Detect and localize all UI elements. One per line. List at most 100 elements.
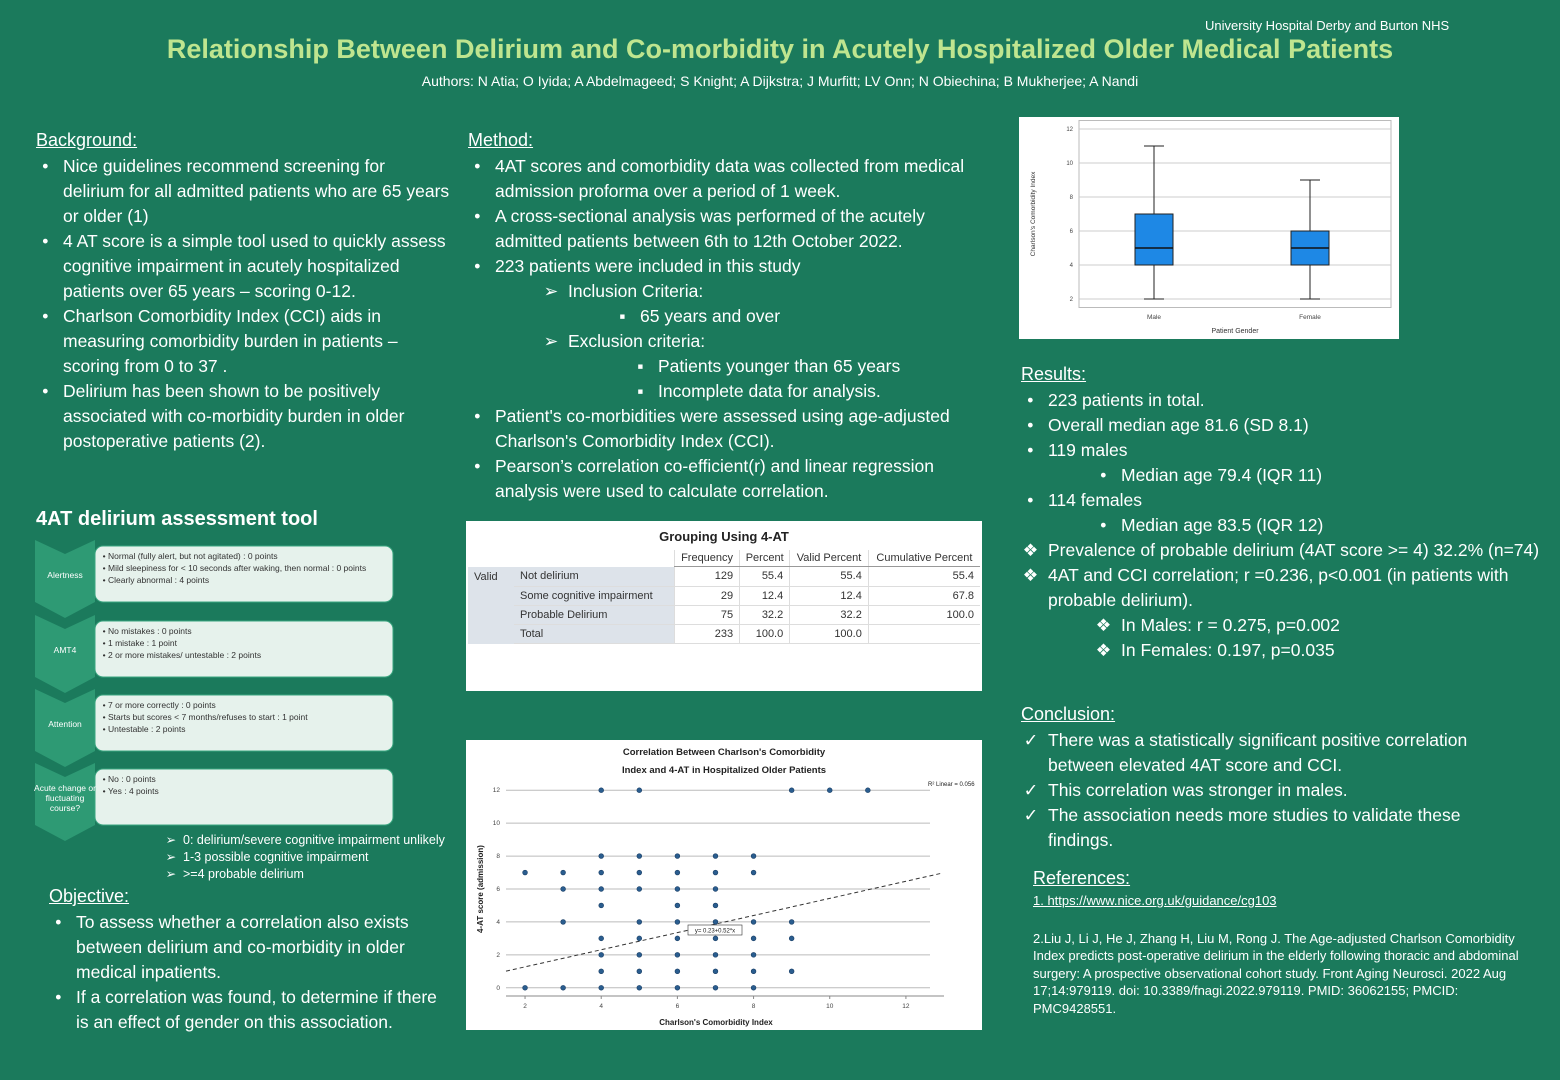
y-tick-label: 10 xyxy=(493,820,501,827)
step-box xyxy=(94,545,394,603)
y-tick-label: 2 xyxy=(496,952,500,959)
step-box xyxy=(94,768,394,826)
table-cell: 129 xyxy=(673,566,740,587)
table-col-header: Cumulative Percent xyxy=(867,550,980,567)
list-item: To assess whether a correlation also exi… xyxy=(76,910,454,985)
list: There was a statistically significant po… xyxy=(1021,728,1521,853)
title: Relationship Between Delirium and Co-mor… xyxy=(166,34,1394,64)
step-label-box: Attention xyxy=(48,719,82,729)
point xyxy=(598,869,604,876)
table-cell: 67.8 xyxy=(867,586,980,606)
table-panel: Grouping Using 4-AT Frequency Percent Valid… xyxy=(466,521,982,691)
x-tick-label: 2 xyxy=(523,1003,527,1010)
list-item: Normal (fully alert, but not agitated) :… xyxy=(108,550,390,562)
point xyxy=(598,952,604,958)
table-cell: 100.0 xyxy=(867,605,980,625)
result-item: 223 patients in total. xyxy=(1048,388,1541,413)
point xyxy=(788,919,795,925)
table-cell: Not delirium xyxy=(514,566,675,587)
point xyxy=(598,968,604,975)
x-tick-label: 6 xyxy=(676,1003,680,1010)
list-item: Charlson Comorbidity Index (CCI) aids in… xyxy=(63,304,451,379)
list-item: 4AT scores and comorbidity data was coll… xyxy=(495,154,978,204)
list-item: 0: delirium/severe cognitive impairment … xyxy=(183,832,445,849)
point xyxy=(560,869,566,876)
point xyxy=(598,787,604,793)
point xyxy=(712,968,719,975)
point xyxy=(750,853,757,859)
y-axis-label: Charlson's Comorbidity Index xyxy=(1030,171,1037,256)
table-cell: 12.4 xyxy=(789,586,869,606)
table-group: Valid xyxy=(468,566,514,587)
table-group xyxy=(468,605,514,625)
list-item: If a correlation was found, to determine… xyxy=(76,985,454,1035)
criteria-label: Inclusion Criteria: xyxy=(568,279,978,304)
reference: 2.Liu J, Li J, He J, Zhang H, Liu M, Ron… xyxy=(1033,930,1519,1016)
list: In Males: r = 0.275, p=0.002In Females: … xyxy=(1021,613,1541,663)
references-section: References: 1. https://www.nice.org.uk/gu… xyxy=(1033,866,1528,1017)
chart-title: Correlation Between Charlson's Comorbidi… xyxy=(623,747,826,758)
section-heading: Method: xyxy=(468,130,534,150)
point xyxy=(674,886,681,892)
conclusion-section: Conclusion: There was a statistically sig… xyxy=(1021,702,1521,853)
table-cell: 32.2 xyxy=(739,605,790,625)
point xyxy=(750,919,757,925)
point xyxy=(636,853,643,859)
point xyxy=(712,935,719,942)
x-tick-label: Male xyxy=(1147,314,1161,321)
step-label: AMT4 xyxy=(53,645,77,655)
point xyxy=(522,985,528,991)
chevron xyxy=(35,689,95,767)
y-tick-label: 0 xyxy=(496,985,500,992)
box-chart: 2 4 6 8 10 12 Charlson's Comorbidity Index Pati… xyxy=(1019,117,1399,339)
list-item: Mild sleepiness for < 10 seconds after w… xyxy=(108,562,390,574)
list: 4AT and CCI correlation; r =0.236, p<0.0… xyxy=(1021,563,1541,613)
list-item: Untestable : 2 points xyxy=(108,723,390,735)
point xyxy=(827,787,833,793)
table-cell: 55.4 xyxy=(739,566,790,587)
step-items-box: No : 0 pointsYes : 4 points xyxy=(98,773,390,823)
list: Median age 79.4 (IQR 11) xyxy=(1021,463,1541,488)
y-axis-label: 4-AT score (admission) xyxy=(476,845,485,933)
step-label-box: Acute change or fluctuating course? xyxy=(34,783,96,813)
step-label: Attention xyxy=(48,719,82,729)
point xyxy=(674,919,681,925)
list: 4AT scores and comorbidity data was coll… xyxy=(468,154,978,279)
point xyxy=(636,886,643,892)
list-item: Yes : 4 points xyxy=(108,785,390,797)
step-items-box: No mistakes : 0 points1 mistake : 1 poin… xyxy=(98,625,390,675)
point xyxy=(636,787,643,793)
list: Patient's co-morbidities were assessed u… xyxy=(468,404,978,504)
table-cell xyxy=(514,550,675,567)
point xyxy=(674,985,681,991)
point xyxy=(598,935,604,942)
point xyxy=(674,968,681,975)
point xyxy=(712,902,719,909)
section-heading: Conclusion: xyxy=(1021,704,1116,724)
list-item: 2 or more mistakes/ untestable : 2 point… xyxy=(108,649,390,661)
point xyxy=(712,985,719,991)
point xyxy=(598,985,604,991)
table-cell: 75 xyxy=(673,605,740,625)
scatter-chart: Correlation Between Charlson's Comorbidi… xyxy=(466,740,982,1030)
list: Median age 83.5 (IQR 12) xyxy=(1021,513,1541,538)
chevron xyxy=(35,615,95,693)
tool-scoring: 0: delirium/severe cognitive impairment … xyxy=(158,832,445,883)
section-heading: Background: xyxy=(36,130,138,150)
table-group xyxy=(468,624,514,644)
list-item: No mistakes : 0 points xyxy=(108,625,390,637)
table-header: Frequency Percent Valid Percent Cumulative … xyxy=(468,550,980,567)
point xyxy=(636,968,643,975)
x-tick-label: 4 xyxy=(599,1003,603,1010)
step-items-box: Normal (fully alert, but not agitated) :… xyxy=(98,550,390,600)
objective-section: Objective: To assess whether a correlatio… xyxy=(49,884,454,1035)
table-cell: 29 xyxy=(673,586,740,606)
list: Nice guidelines recommend screening for … xyxy=(36,154,451,454)
table-group xyxy=(468,586,514,606)
table-col-header: Percent xyxy=(739,550,790,567)
x-tick-label: 10 xyxy=(826,1003,834,1010)
list: Inclusion Criteria: xyxy=(468,279,978,304)
point xyxy=(560,919,566,925)
box xyxy=(1134,213,1174,266)
